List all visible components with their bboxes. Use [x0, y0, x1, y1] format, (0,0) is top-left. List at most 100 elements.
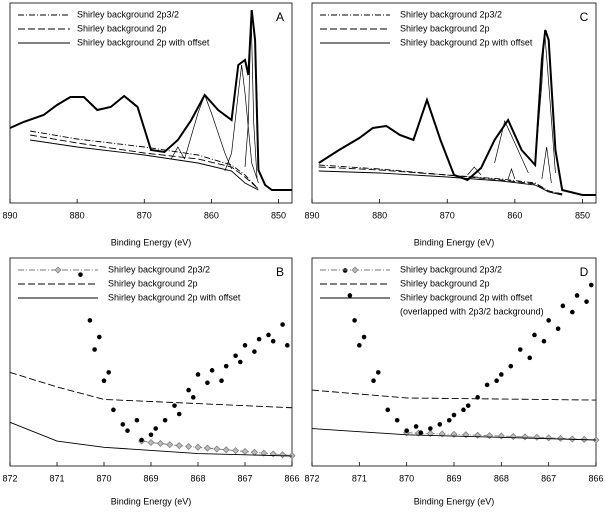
data-point — [106, 370, 111, 375]
panel-label: C — [580, 10, 589, 24]
series-line — [184, 93, 232, 170]
diamond-marker — [156, 440, 164, 448]
data-point — [361, 334, 367, 340]
data-point — [404, 428, 409, 433]
x-axis-label: Binding Energy (eV) — [414, 237, 495, 247]
data-point — [139, 437, 144, 443]
data-point — [266, 332, 271, 338]
x-tick-label: 868 — [190, 473, 205, 483]
data-point — [195, 372, 201, 377]
data-point — [560, 303, 566, 309]
data-point — [148, 432, 154, 438]
series-line — [311, 389, 597, 401]
data-point — [172, 403, 177, 408]
data-point — [532, 332, 537, 338]
x-tick-label: 870 — [440, 210, 455, 220]
data-point — [270, 338, 276, 344]
data-point — [465, 403, 471, 408]
x-tick-label: 870 — [96, 473, 111, 483]
diamond-marker — [222, 446, 230, 454]
legend-note: (overlapped with 2p3/2 background) — [400, 306, 544, 316]
data-point — [186, 387, 191, 393]
data-point — [242, 343, 248, 348]
x-tick-label: 850 — [271, 210, 286, 220]
diamond-marker — [279, 451, 287, 459]
panel-label: A — [276, 10, 284, 24]
data-point — [446, 417, 452, 423]
diamond-marker — [545, 434, 553, 442]
data-point — [527, 355, 533, 361]
legend-marker — [54, 266, 62, 274]
data-point — [285, 343, 290, 348]
data-point — [584, 299, 589, 304]
series-line — [311, 428, 597, 441]
series-line — [318, 164, 563, 195]
x-tick-label: 872 — [2, 473, 17, 483]
data-point — [494, 378, 499, 384]
data-point — [252, 349, 257, 354]
legend-label: Shirley background 2p with offset — [108, 292, 241, 302]
diamond-marker — [175, 442, 183, 450]
x-tick-label: 880 — [70, 210, 85, 220]
data-point — [357, 343, 362, 348]
legend-label: Shirley background 2p — [108, 278, 198, 288]
series-line — [507, 167, 516, 180]
data-point — [153, 426, 158, 431]
data-point — [375, 370, 381, 375]
plot-frame — [311, 2, 597, 204]
data-point — [97, 334, 102, 340]
x-tick-label: 880 — [372, 210, 387, 220]
diamond-marker — [486, 432, 493, 440]
diamond-marker — [213, 445, 221, 453]
data-point — [541, 338, 547, 344]
series-line — [534, 30, 556, 174]
series-line — [9, 9, 292, 191]
diamond-marker — [557, 434, 564, 442]
data-point — [256, 336, 262, 342]
data-point — [87, 318, 93, 323]
data-point — [574, 293, 580, 298]
diamond-marker — [474, 431, 482, 439]
data-point — [588, 282, 594, 288]
data-point — [209, 368, 215, 373]
data-point — [134, 417, 140, 423]
diamond-marker — [203, 444, 211, 452]
x-tick-label: 890 — [2, 210, 17, 220]
data-point — [233, 353, 238, 359]
x-tick-label: 870 — [137, 210, 152, 220]
x-tick-label: 871 — [49, 473, 64, 483]
data-point — [352, 318, 357, 323]
data-point — [508, 363, 514, 369]
x-tick-label: 867 — [237, 473, 252, 483]
series-line — [9, 421, 293, 457]
diamond-marker — [166, 441, 174, 449]
series-line — [9, 371, 293, 409]
data-point — [238, 359, 243, 365]
x-tick-label: 867 — [541, 473, 556, 483]
legend-label: Shirley background 2p — [77, 23, 167, 33]
series-line — [406, 432, 597, 441]
legend-label: Shirley background 2p — [400, 278, 490, 288]
data-point — [92, 347, 97, 352]
diamond-marker — [260, 449, 268, 457]
legend-marker — [351, 266, 359, 274]
data-point — [461, 407, 466, 413]
data-point — [546, 318, 551, 323]
plot-frame — [9, 2, 293, 204]
series-line — [318, 166, 563, 195]
data-point — [555, 326, 561, 332]
data-point — [219, 378, 224, 384]
diamond-marker — [497, 432, 505, 440]
diamond-marker — [521, 433, 529, 441]
data-point — [191, 395, 196, 400]
series-line — [494, 119, 529, 174]
data-point — [451, 412, 457, 418]
diamond-marker — [269, 450, 277, 458]
data-point — [570, 309, 575, 315]
data-point — [475, 395, 480, 400]
data-point — [125, 428, 130, 433]
x-tick-label: 850 — [575, 210, 590, 220]
data-point — [371, 378, 376, 384]
x-tick-label: 869 — [446, 473, 461, 483]
